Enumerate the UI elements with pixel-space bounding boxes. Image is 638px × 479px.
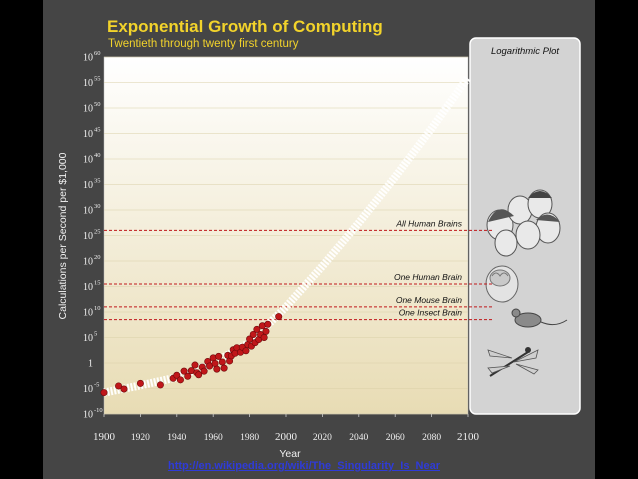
source-link[interactable]: http://en.wikipedia.org/wiki/The_Singula… [168,460,441,472]
y-tick-exponent: 55 [94,76,101,83]
reference-lines: All Human Brains One Human Brain One Mouse… [104,218,492,321]
y-tick-exponent: 15 [94,280,101,287]
data-point [100,389,108,397]
y-tick-exponent: 50 [94,101,101,108]
x-tick-label: 1980 [240,433,259,443]
data-point [191,361,199,369]
y-tick-exponent: 20 [94,254,101,261]
trend-curve [103,75,472,397]
panel-label: Logarithmic Plot [491,46,559,57]
data-point [253,325,261,333]
data-point [275,313,283,321]
reference-line-label: All Human Brains [395,218,462,228]
y-axis-label: Calculations per Second per $1,000 [57,152,69,319]
reference-line-label: One Insect Brain [399,308,463,318]
data-point [213,365,221,373]
x-tick-label: 2040 [349,433,368,443]
chart-subtitle: Twentieth through twenty first century [108,38,299,50]
x-tick-label: 2080 [422,433,441,443]
y-tick-label: 10 [83,384,93,395]
y-tick-exponent: -5 [94,382,99,389]
y-tick-exponent: 5 [94,331,97,338]
data-points [100,313,283,397]
y-tick-exponent: 60 [94,50,101,57]
y-tick-label: 10 [83,231,93,242]
data-point [220,364,228,372]
y-tick-label: 10 [83,206,93,217]
human-brain-illustration [485,265,519,303]
y-tick-label: 10 [83,257,93,268]
y-tick-label: 10 [83,333,93,344]
y-tick-exponent: 30 [94,203,101,210]
y-tick-exponent: 25 [94,229,101,236]
y-tick-label: 10 [83,308,93,319]
data-point [195,371,203,379]
x-tick-label: 2020 [313,433,332,443]
data-point [136,379,144,387]
dragonfly-illustration [487,347,539,377]
organism-illustrations [485,189,568,377]
y-tick-exponent: -10 [94,407,103,414]
x-tick-labels: 1900 1920 1940 1960 1980 2000 2020 2040 2060 2080… [93,414,480,443]
data-point [242,347,250,355]
y-tick-label: 1 [88,359,93,370]
y-tick-label: 10 [83,129,93,140]
x-tick-label: 2100 [457,431,480,443]
data-point [218,358,226,366]
trend-line [103,75,472,397]
mouse-illustration [511,308,568,328]
data-point [115,382,123,390]
data-point [264,320,272,328]
y-tick-label: 10 [83,53,93,64]
data-point [173,371,181,379]
data-point [215,352,223,360]
y-tick-label: 10 [83,410,93,421]
data-point [184,372,192,380]
x-tick-label: 2000 [275,431,298,443]
x-tick-label: 1920 [131,433,150,443]
x-axis-label: Year [279,448,301,460]
data-point [262,327,270,335]
x-tick-label: 1960 [204,433,223,443]
y-tick-exponent: 10 [94,305,101,312]
data-point [176,376,184,384]
y-tick-exponent: 35 [94,178,101,185]
data-point [200,367,208,375]
reference-line-label: One Human Brain [394,272,462,282]
y-tick-label: 10 [83,104,93,115]
data-point [246,335,254,343]
y-tick-label: 10 [83,78,93,89]
y-tick-label: 10 [83,180,93,191]
x-tick-label: 2060 [386,433,405,443]
x-tick-label: 1900 [93,431,116,443]
y-tick-label: 10 [83,282,93,293]
y-tick-label: 10 [83,155,93,166]
reference-line-label: One Mouse Brain [396,295,462,305]
data-point [180,367,188,375]
data-point [156,381,164,389]
data-point [260,333,268,341]
human-heads-illustration [486,189,561,257]
y-tick-exponent: 45 [94,127,101,134]
data-point [249,330,257,338]
y-tick-exponent: 40 [94,152,101,159]
x-tick-label: 1940 [167,433,186,443]
chart-title: Exponential Growth of Computing [107,17,383,36]
data-point [120,385,128,393]
